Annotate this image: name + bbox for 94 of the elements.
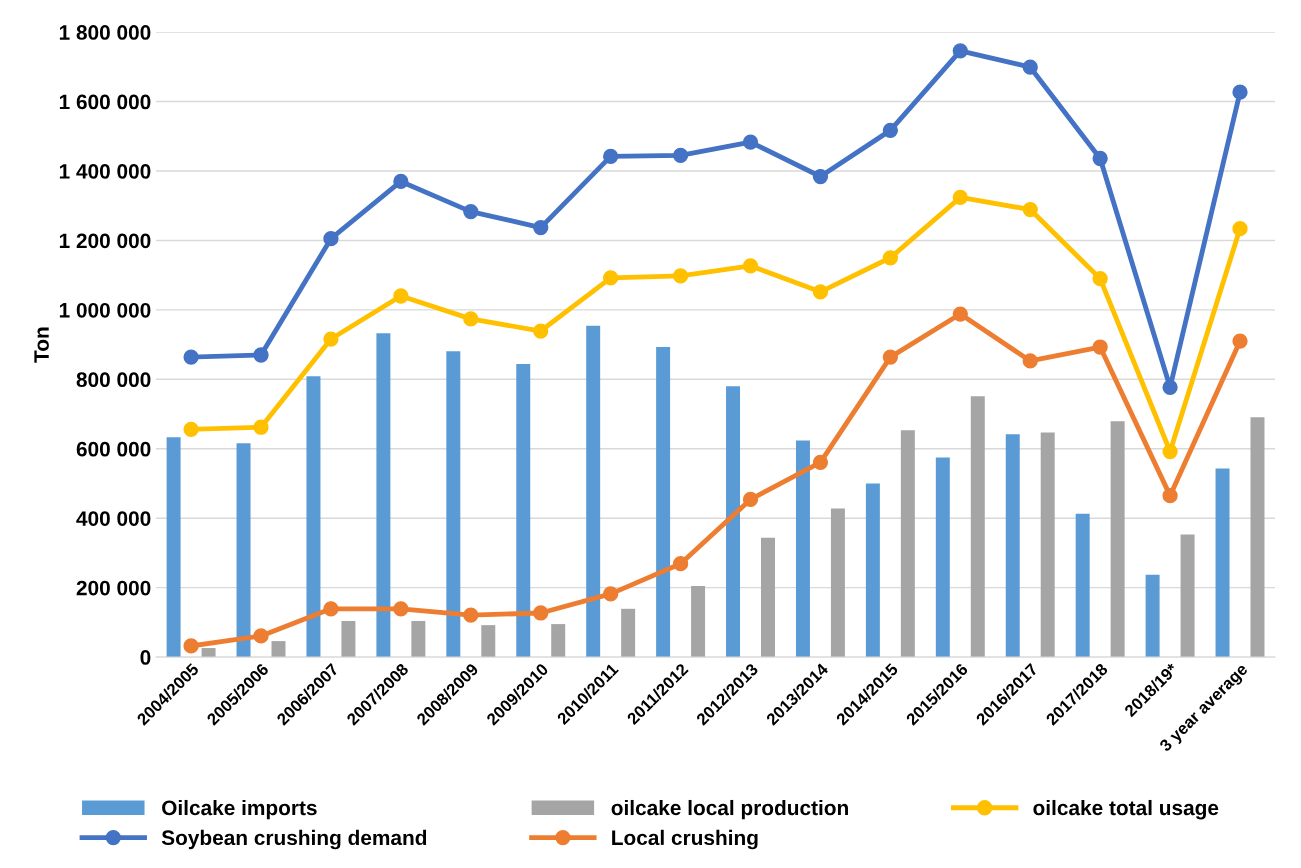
bar <box>236 443 251 658</box>
point <box>952 189 968 206</box>
point <box>812 284 829 300</box>
point <box>742 258 759 274</box>
point <box>603 270 619 286</box>
bar <box>935 457 950 658</box>
point <box>742 134 759 150</box>
bar <box>1250 417 1265 658</box>
point <box>603 148 619 165</box>
point <box>952 306 968 322</box>
point <box>672 268 689 284</box>
point <box>253 347 269 363</box>
point <box>603 586 619 602</box>
bar <box>1110 421 1125 658</box>
point <box>1162 379 1178 395</box>
y-tick-label: 400 000 <box>76 511 151 526</box>
bar <box>1145 574 1160 658</box>
point <box>463 203 479 220</box>
bar <box>795 440 810 658</box>
point <box>183 638 199 654</box>
point <box>533 219 549 236</box>
bar <box>865 483 880 658</box>
bar <box>900 430 915 658</box>
point <box>672 147 689 164</box>
legend-label: oilcake total usage <box>1033 799 1219 820</box>
legend-label: oilcake local production <box>611 799 848 820</box>
point <box>882 250 899 266</box>
point <box>1232 220 1248 237</box>
bar <box>621 608 636 658</box>
point <box>183 421 199 437</box>
bar <box>376 333 391 658</box>
bar <box>830 508 845 658</box>
legend-label: Soybean crushing demand <box>161 829 427 850</box>
bar <box>1075 513 1090 658</box>
point <box>812 168 829 185</box>
point <box>533 323 549 339</box>
point <box>533 605 549 621</box>
bar <box>341 620 356 658</box>
point <box>1092 150 1108 167</box>
bar <box>656 347 671 658</box>
point <box>183 349 199 365</box>
bar <box>1040 432 1055 658</box>
point <box>323 601 339 617</box>
point <box>1092 339 1108 355</box>
bar <box>691 585 706 658</box>
point <box>393 288 409 304</box>
bar <box>516 364 531 658</box>
bar <box>166 437 181 658</box>
y-tick-label: 1 400 000 <box>59 164 151 179</box>
point <box>1232 84 1248 100</box>
y-tick-label: 1 600 000 <box>59 94 151 110</box>
y-tick-label: 0 <box>140 650 151 665</box>
point <box>1022 59 1038 75</box>
legend-label: Local crushing <box>612 829 758 850</box>
point <box>1162 443 1178 460</box>
bar <box>306 376 321 658</box>
point <box>952 43 968 59</box>
point <box>393 173 409 190</box>
point <box>323 231 339 247</box>
legend-label: Oilcake imports <box>162 799 317 820</box>
point <box>812 454 829 470</box>
point <box>463 311 479 327</box>
y-tick-label: 1 200 000 <box>59 233 151 249</box>
point <box>253 628 269 644</box>
bar <box>1005 434 1020 658</box>
point <box>742 491 759 508</box>
bar <box>726 386 741 658</box>
point <box>1162 487 1178 504</box>
point <box>253 419 269 435</box>
y-axis-title: Ton <box>34 327 49 363</box>
bar <box>1180 534 1195 658</box>
y-tick-label: 600 000 <box>76 441 151 457</box>
bar <box>411 620 426 658</box>
bar <box>1215 468 1230 658</box>
point <box>323 331 339 347</box>
point <box>882 349 899 365</box>
point <box>1022 353 1038 369</box>
bar <box>586 325 601 658</box>
y-tick-label: 800 000 <box>76 372 151 388</box>
bar <box>551 624 566 658</box>
y-tick-label: 200 000 <box>76 580 151 596</box>
point <box>463 607 479 623</box>
y-tick-label: 1 800 000 <box>59 25 151 40</box>
bar <box>446 351 461 658</box>
point <box>1232 333 1248 349</box>
point <box>1022 201 1038 218</box>
point <box>882 122 899 139</box>
point <box>672 556 689 572</box>
bar <box>481 625 496 658</box>
bar <box>761 537 775 658</box>
point <box>1092 270 1108 287</box>
bar <box>970 396 985 658</box>
point <box>393 601 409 617</box>
y-tick-label: 1 000 000 <box>59 302 151 318</box>
